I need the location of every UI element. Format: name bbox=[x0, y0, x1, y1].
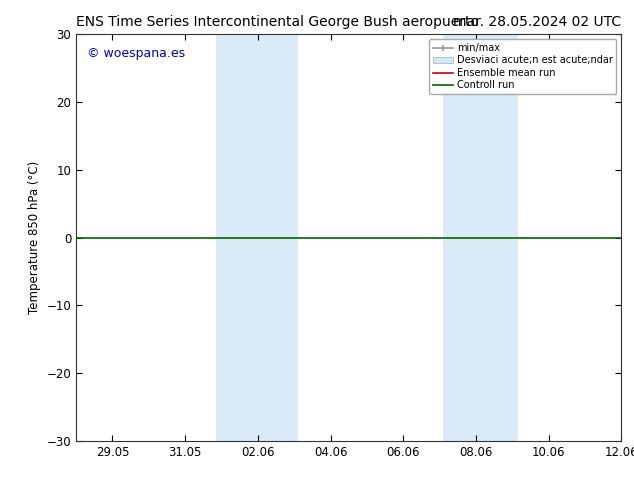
Bar bbox=[216, 34, 298, 441]
Y-axis label: Temperature 850 hPa (°C): Temperature 850 hPa (°C) bbox=[28, 161, 41, 314]
Text: © woespana.es: © woespana.es bbox=[87, 47, 185, 59]
Text: ENS Time Series Intercontinental George Bush aeropuerto: ENS Time Series Intercontinental George … bbox=[76, 15, 479, 29]
Text: mar. 28.05.2024 02 UTC: mar. 28.05.2024 02 UTC bbox=[453, 15, 621, 29]
Legend: min/max, Desviaci acute;n est acute;ndar, Ensemble mean run, Controll run: min/max, Desviaci acute;n est acute;ndar… bbox=[429, 39, 616, 94]
Bar bbox=[443, 34, 518, 441]
